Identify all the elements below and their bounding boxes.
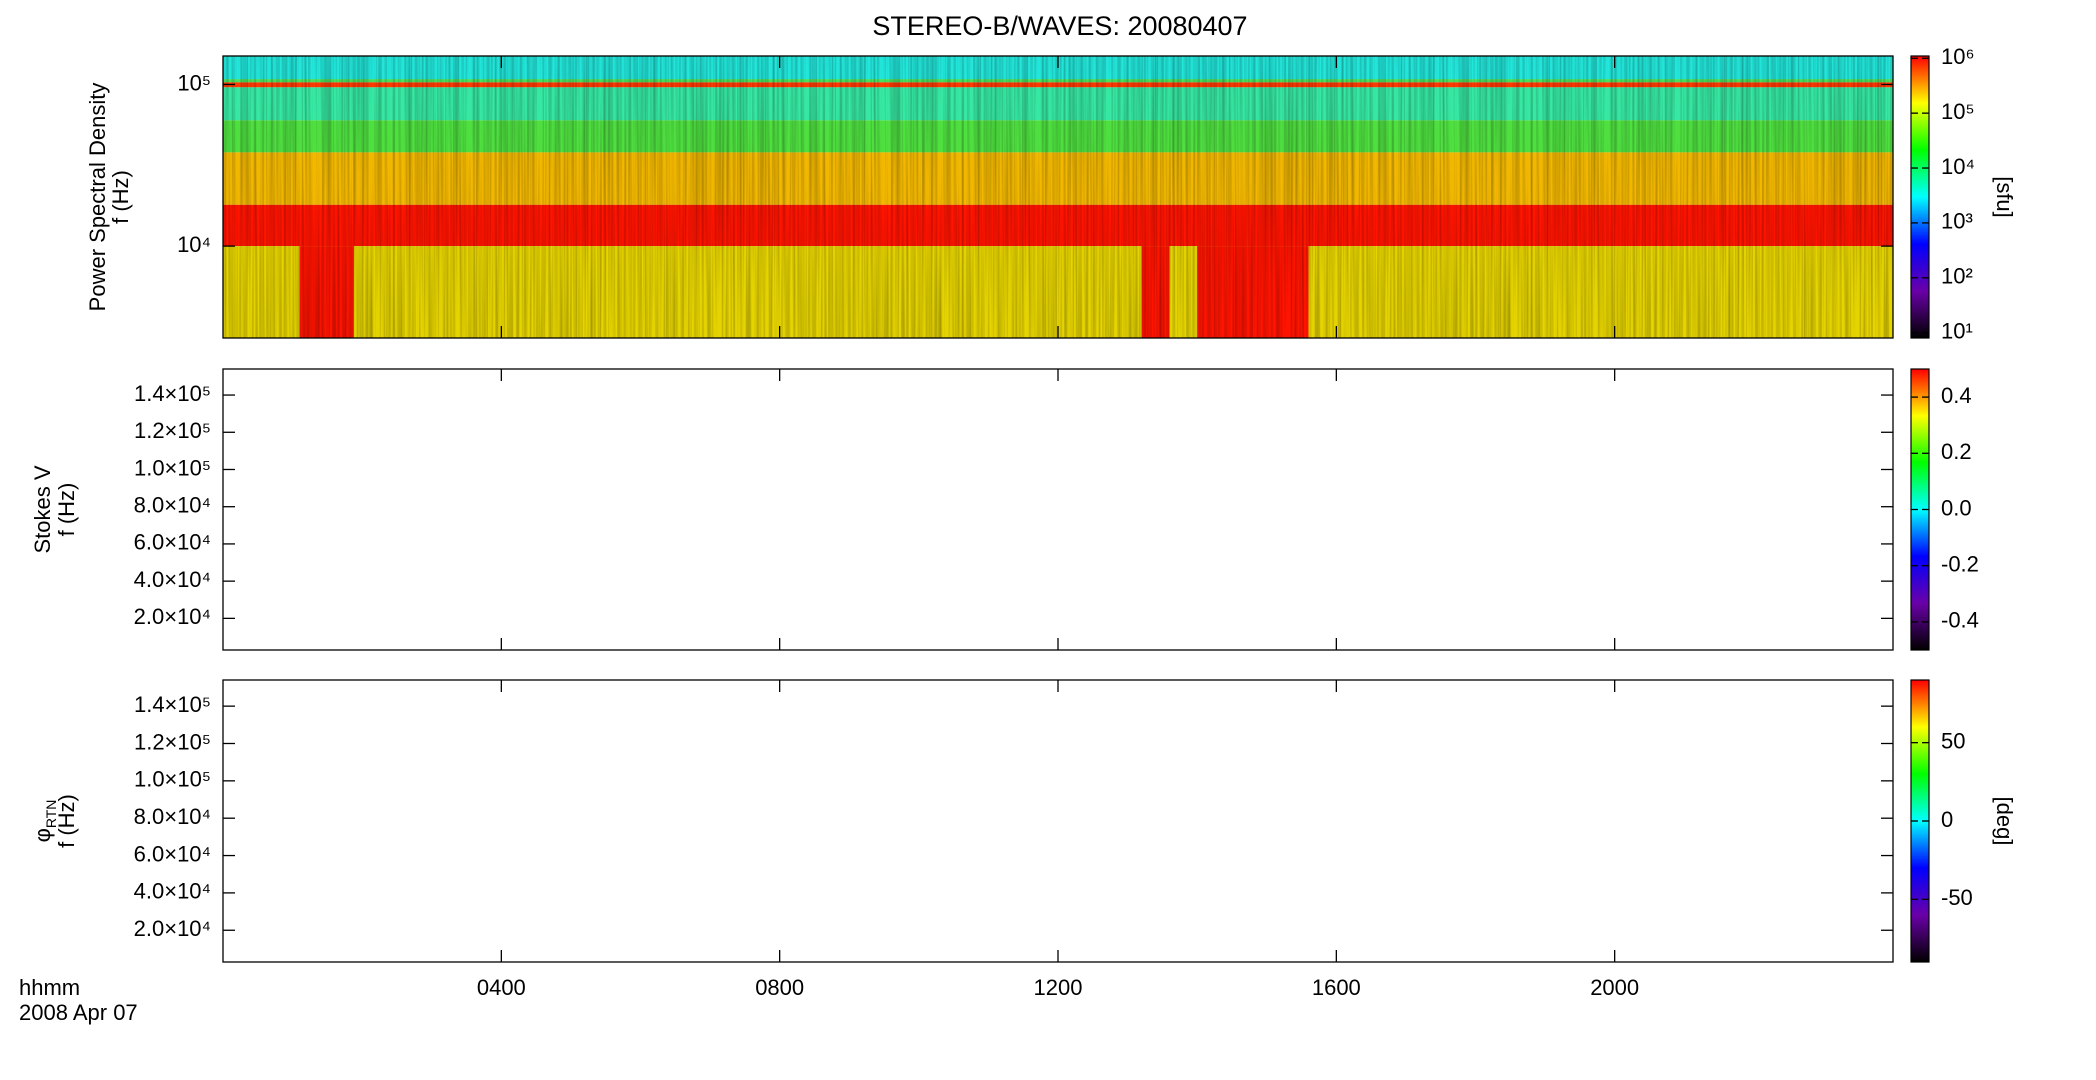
y-tick-label: 1.4×10⁵: [134, 692, 211, 717]
y-tick-label: 1.4×10⁵: [134, 381, 211, 406]
panel-frame: [222, 679, 1894, 963]
y-tick-label: 4.0×10⁴: [134, 879, 211, 904]
y-tick-label: 2.0×10⁴: [134, 604, 211, 629]
x-tick-label: 2000: [1590, 975, 1639, 1000]
burst: [299, 246, 354, 338]
y-axis-label: f (Hz): [108, 170, 133, 224]
x-tick-label: 1200: [1034, 975, 1083, 1000]
y-axis-label: f (Hz): [54, 794, 79, 848]
y-tick-label: 8.0×10⁴: [134, 804, 211, 829]
y-axis-label: φRTN: [30, 800, 59, 843]
y-tick-label: 6.0×10⁴: [134, 530, 211, 555]
y-tick-label: 10⁴: [177, 232, 211, 257]
colorbar-tick-label: 0.2: [1941, 439, 1972, 464]
x-tick-label: 0800: [755, 975, 804, 1000]
y-axis-label-text: f (Hz): [54, 794, 79, 848]
colorbar-tick-label: 0.4: [1941, 383, 1972, 408]
burst: [1141, 246, 1170, 338]
colorbar-tick-label: 10¹: [1941, 318, 1973, 343]
y-tick-label: 6.0×10⁴: [134, 841, 211, 866]
spectral-band: [223, 152, 1893, 205]
spectral-band: [223, 246, 1893, 338]
y-tick-label: 8.0×10⁴: [134, 493, 211, 518]
spectral-band: [223, 79, 1893, 83]
spectral-band: [223, 204, 1893, 247]
y-axis-label-sub: RTN: [43, 800, 59, 829]
colorbar-tick-label: -0.4: [1941, 608, 1979, 633]
burst: [1197, 246, 1309, 338]
panel-frame: [222, 368, 1894, 651]
spectral-band: [223, 120, 1893, 153]
y-tick-label: 2.0×10⁴: [134, 916, 211, 941]
colorbar: [1910, 55, 1930, 339]
colorbar-tick-label: 10³: [1941, 209, 1973, 234]
y-tick-label: 4.0×10⁴: [134, 567, 211, 592]
x-tick-label: 0400: [477, 975, 526, 1000]
y-axis-label-text: f (Hz): [108, 170, 133, 224]
y-axis-label-text: f (Hz): [54, 483, 79, 537]
colorbar-tick-label: 10²: [1941, 264, 1973, 289]
y-tick-label: 1.0×10⁵: [134, 455, 211, 480]
x-tick-label: 1600: [1312, 975, 1361, 1000]
y-axis-label-text: φ: [30, 828, 55, 842]
y-axis-label-text: Power Spectral Density: [85, 83, 110, 312]
colorbar-label: [deg]: [1992, 797, 2017, 846]
x-axis-label: hhmm: [19, 975, 80, 1000]
colorbar-tick-label: 10⁵: [1941, 99, 1975, 124]
y-axis-label-text: Stokes V: [30, 465, 55, 553]
y-tick-label: 1.0×10⁵: [134, 767, 211, 792]
colorbar-tick-label: 10⁶: [1941, 44, 1975, 69]
colorbar-tick-label: 10⁴: [1941, 154, 1975, 179]
colorbar-tick-label: -0.2: [1941, 552, 1979, 577]
colorbar-tick-label: -50: [1941, 885, 1973, 910]
y-tick-label: 1.2×10⁵: [134, 729, 211, 754]
spectral-band: [223, 82, 1893, 88]
y-axis-label: Stokes V: [30, 465, 55, 553]
chart-title: STEREO-B/WAVES: 20080407: [872, 11, 1247, 41]
colorbar-tick-label: 0.0: [1941, 495, 1972, 520]
y-axis-label: Power Spectral Density: [85, 83, 110, 312]
y-tick-label: 1.2×10⁵: [134, 418, 211, 443]
plot-area: [223, 56, 1893, 338]
date-label: 2008 Apr 07: [19, 1000, 138, 1025]
colorbar-label: [sfu]: [1992, 176, 2017, 218]
spectral-band: [223, 87, 1893, 121]
y-tick-label: 10⁵: [177, 70, 211, 95]
y-axis-label: f (Hz): [54, 483, 79, 537]
colorbar-tick-label: 50: [1941, 728, 1965, 753]
colorbar-tick-label: 0: [1941, 807, 1953, 832]
